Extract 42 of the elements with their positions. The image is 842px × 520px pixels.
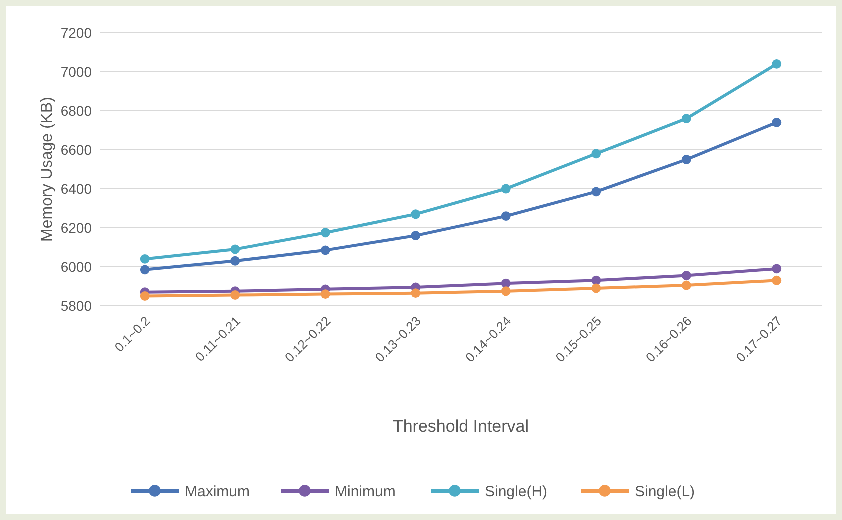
point (682, 280, 692, 290)
point (772, 276, 782, 286)
point (772, 59, 782, 69)
point (682, 155, 692, 164)
y-axis-title: Memory Usage (KB) (39, 97, 56, 242)
y-tick-label: 6200 (60, 220, 92, 236)
point (682, 114, 692, 124)
point (501, 184, 511, 194)
point (140, 292, 150, 301)
y-tick-label: 7000 (60, 64, 92, 80)
point (411, 210, 421, 220)
point (230, 256, 240, 266)
point (501, 278, 511, 288)
y-tick-label: 7200 (60, 24, 92, 41)
y-tick-label: 6000 (60, 258, 92, 275)
x-axis-title: Threshold Interval (392, 417, 530, 436)
y-tick-label: 6600 (60, 142, 92, 158)
point (140, 265, 150, 275)
point (140, 254, 150, 264)
point (592, 149, 602, 159)
point (501, 212, 511, 222)
point (230, 290, 240, 300)
point (320, 228, 330, 238)
point (230, 244, 240, 254)
y-tick-label: 5800 (60, 298, 92, 314)
legend-label: Maximum (185, 483, 250, 500)
point (772, 118, 782, 128)
point (592, 284, 602, 294)
legend-label: Single(L) (635, 483, 696, 500)
legend-label: Minimum (335, 483, 396, 500)
point (772, 264, 782, 274)
point (411, 288, 421, 298)
y-tick-label: 6400 (60, 180, 92, 197)
point (320, 246, 330, 256)
point (592, 276, 602, 286)
legend-label: Single(H) (485, 483, 548, 500)
point (682, 271, 692, 280)
point (320, 290, 330, 300)
point (592, 187, 602, 197)
y-tick-label: 6800 (60, 102, 92, 119)
point (411, 231, 421, 241)
point (501, 286, 511, 296)
